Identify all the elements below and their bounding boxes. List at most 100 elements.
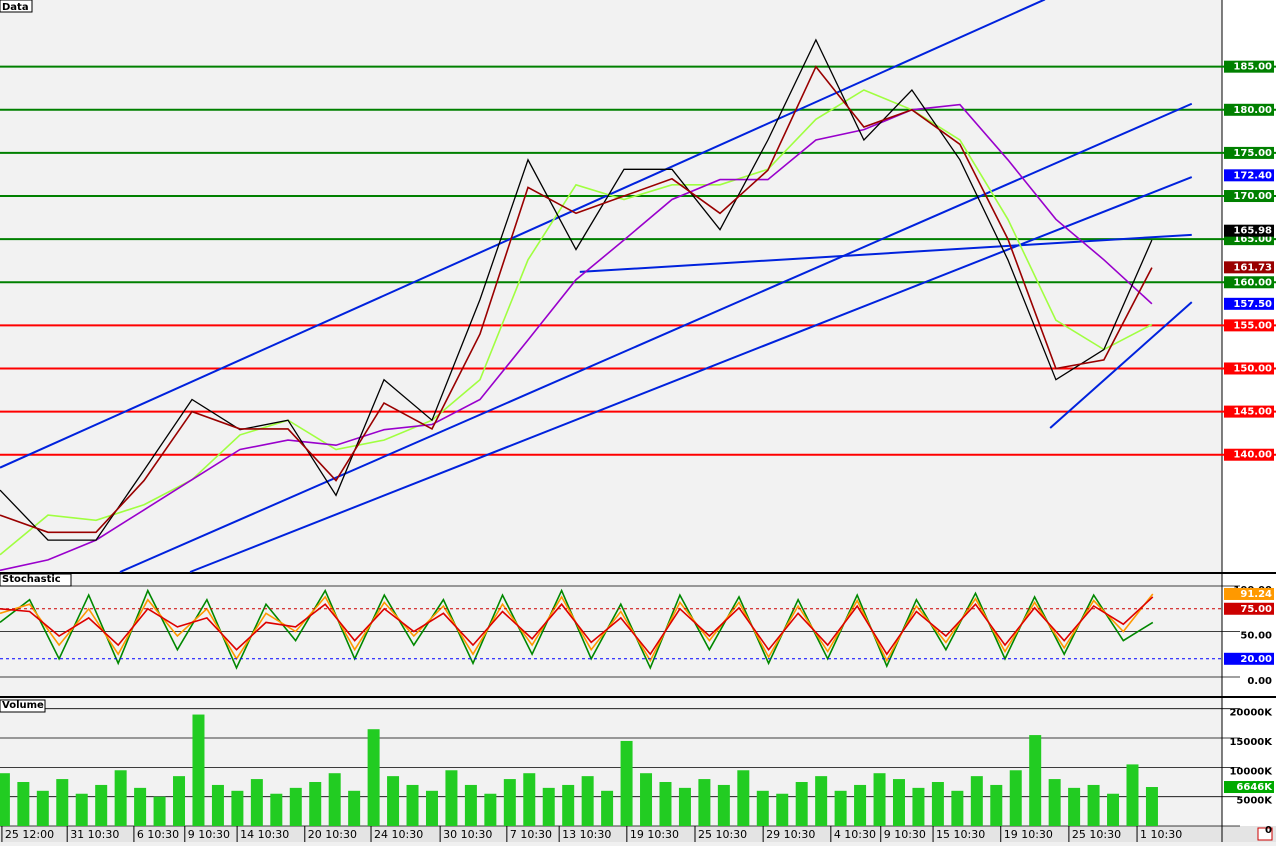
y-tick-label: 145.00 bbox=[1233, 407, 1272, 418]
level-tag bbox=[1224, 103, 1274, 116]
level-tag bbox=[1224, 405, 1274, 418]
x-tick-label: 24 10:30 bbox=[374, 828, 423, 841]
bar bbox=[445, 770, 458, 826]
price-tag-label: 165.98 bbox=[1233, 226, 1272, 237]
bar bbox=[56, 779, 69, 826]
bar bbox=[951, 790, 964, 826]
x-tick-label: 15 10:30 bbox=[936, 828, 985, 841]
level-tag bbox=[1224, 319, 1274, 332]
bar bbox=[1068, 787, 1081, 826]
bar bbox=[95, 784, 108, 826]
x-tick-label: 20 10:30 bbox=[308, 828, 357, 841]
x-tick-label: 19 10:30 bbox=[630, 828, 679, 841]
price-tag bbox=[1224, 602, 1274, 615]
bar bbox=[562, 784, 575, 826]
x-tick-label: 7 10:30 bbox=[510, 828, 552, 841]
bar bbox=[1087, 784, 1100, 826]
bar bbox=[1048, 779, 1061, 826]
level-tag bbox=[1224, 146, 1274, 159]
bar bbox=[36, 790, 49, 826]
bar bbox=[387, 776, 400, 826]
y-tick-label: 5000K bbox=[1236, 796, 1273, 807]
bar bbox=[406, 784, 419, 826]
bar bbox=[892, 779, 905, 826]
bar bbox=[1029, 735, 1042, 826]
price-tag-label: 172.40 bbox=[1233, 170, 1272, 181]
price-tag bbox=[1224, 169, 1274, 182]
pane-title: Stochastic bbox=[2, 574, 61, 585]
bar bbox=[231, 790, 244, 826]
y-tick-label: 170.00 bbox=[1233, 191, 1272, 202]
bar bbox=[17, 782, 30, 826]
x-tick-label: 9 10:30 bbox=[188, 828, 230, 841]
trendline bbox=[119, 102, 1193, 573]
price-tag-label: 6646K bbox=[1236, 782, 1273, 793]
bar bbox=[114, 770, 127, 826]
x-tick-label: 25 10:30 bbox=[698, 828, 747, 841]
price-tag bbox=[1224, 297, 1274, 310]
bar bbox=[970, 776, 983, 826]
x-tick-label: 30 10:30 bbox=[443, 828, 492, 841]
bar bbox=[815, 776, 828, 826]
level-tag bbox=[1224, 190, 1274, 203]
bar bbox=[192, 714, 205, 826]
x-tick-label: 14 10:30 bbox=[240, 828, 289, 841]
y-tick-label: 140.00 bbox=[1233, 450, 1272, 461]
x-tick-label: 25 10:30 bbox=[1072, 828, 1121, 841]
bar bbox=[581, 776, 594, 826]
bar bbox=[211, 784, 224, 826]
price-tag-label: 20.00 bbox=[1240, 654, 1272, 665]
y-tick-label: 0 bbox=[1265, 825, 1272, 836]
y-tick-label: 185.00 bbox=[1233, 62, 1272, 73]
x-tick-label: 1 10:30 bbox=[1140, 828, 1182, 841]
price-tag bbox=[1224, 224, 1274, 237]
level-tag bbox=[1224, 448, 1274, 461]
y-tick-label: 160.00 bbox=[1233, 277, 1272, 288]
pane-title-box bbox=[0, 0, 33, 13]
bar bbox=[542, 787, 555, 826]
x-tick-label: 13 10:30 bbox=[562, 828, 611, 841]
bar bbox=[756, 790, 769, 826]
series-line bbox=[0, 38, 1153, 541]
y-tick-label: 165.00 bbox=[1233, 234, 1272, 245]
price-tag bbox=[1224, 261, 1274, 274]
bar bbox=[1009, 770, 1022, 826]
bar bbox=[250, 779, 263, 826]
scroll-button[interactable] bbox=[1257, 827, 1273, 841]
bar bbox=[873, 773, 886, 826]
pane-title: Volume bbox=[2, 700, 44, 711]
bar bbox=[737, 770, 750, 826]
level-tag bbox=[1224, 276, 1274, 289]
trendline bbox=[0, 0, 1046, 469]
y-tick-label: 20000K bbox=[1229, 708, 1273, 719]
x-tick-label: 9 10:30 bbox=[884, 828, 926, 841]
pane-title-box bbox=[0, 573, 72, 587]
bar bbox=[348, 790, 361, 826]
price-tag-label: 91.24 bbox=[1240, 589, 1272, 600]
price-tag-label: 75.00 bbox=[1240, 604, 1272, 615]
y-tick-label: 15000K bbox=[1229, 737, 1273, 748]
y-tick-label: 155.00 bbox=[1233, 320, 1272, 331]
bar bbox=[503, 779, 516, 826]
x-tick-label: 29 10:30 bbox=[766, 828, 815, 841]
series-line bbox=[0, 65, 1153, 534]
trendline bbox=[579, 233, 1192, 273]
bar bbox=[75, 793, 88, 826]
bar bbox=[601, 790, 614, 826]
y-tick-label: 50.00 bbox=[1240, 630, 1272, 641]
bar bbox=[990, 784, 1003, 826]
pane-title-box bbox=[0, 699, 46, 713]
x-tick-label: 25 12:00 bbox=[5, 828, 54, 841]
bar bbox=[523, 773, 536, 826]
plot-background bbox=[0, 0, 1222, 826]
bar bbox=[153, 796, 166, 826]
series-line bbox=[0, 596, 1154, 656]
bar bbox=[854, 784, 867, 826]
bar bbox=[1126, 764, 1139, 826]
bar bbox=[931, 782, 944, 826]
trendline bbox=[1049, 301, 1193, 429]
bar bbox=[425, 790, 438, 826]
bar bbox=[1107, 793, 1120, 826]
